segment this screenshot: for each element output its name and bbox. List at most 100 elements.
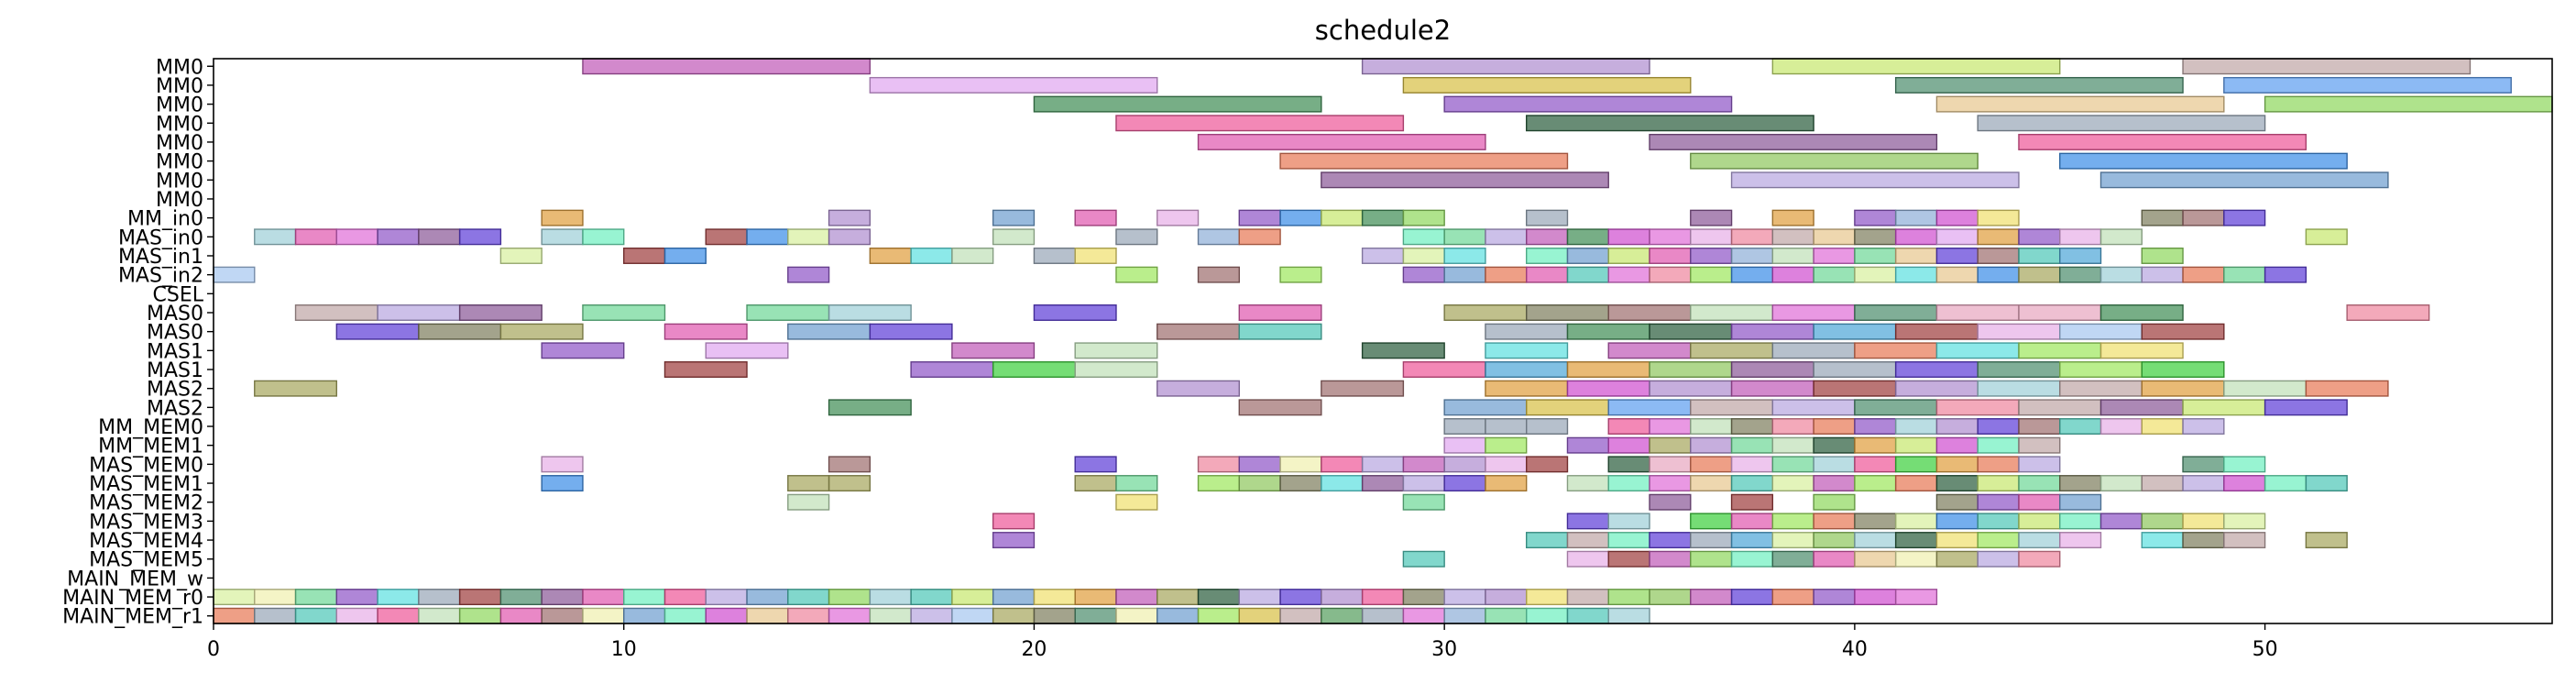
- task-bar: [1854, 399, 1938, 416]
- x-tick-label: 0: [207, 638, 220, 661]
- task-bar: [1977, 532, 2020, 549]
- task-bar: [2018, 418, 2061, 435]
- y-axis: MM0MM0MM0MM0MM0MM0MM0MM0MM_in0MAS_in0MAS…: [62, 56, 214, 629]
- task-bar: [1361, 607, 1405, 624]
- task-bar: [1894, 361, 1979, 378]
- task-bar: [1935, 456, 1979, 473]
- task-bar: [992, 513, 1036, 530]
- task-bar: [746, 304, 830, 321]
- task-bar: [1894, 475, 1938, 492]
- task-bar: [1115, 589, 1158, 606]
- task-bar: [992, 532, 1036, 549]
- task-bar: [1238, 607, 1281, 624]
- task-bar: [2059, 266, 2102, 283]
- task-bar: [1485, 456, 1528, 473]
- task-bar: [294, 607, 338, 624]
- task-bar: [1197, 133, 1486, 150]
- task-bar: [1443, 399, 1528, 416]
- task-bar: [1443, 266, 1486, 283]
- task-bar: [1813, 589, 1856, 606]
- task-bar: [335, 589, 378, 606]
- y-tick-label: MAS_in2: [118, 265, 203, 288]
- task-bar: [787, 475, 830, 492]
- task-bar: [1566, 228, 1609, 246]
- task-bar: [1771, 589, 1814, 606]
- task-bar: [1730, 323, 1814, 340]
- task-bar: [499, 323, 584, 340]
- task-bar: [1854, 304, 1938, 321]
- task-bar: [1033, 304, 1117, 321]
- task-bar: [1894, 550, 1938, 568]
- task-bar: [2141, 418, 2184, 435]
- task-bar: [1607, 550, 1650, 568]
- task-bar: [1361, 209, 1405, 226]
- task-bar: [869, 589, 912, 606]
- task-bar: [1813, 361, 1897, 378]
- task-bar: [499, 607, 543, 624]
- task-bar: [582, 589, 625, 606]
- task-bar: [2018, 399, 2102, 416]
- task-bar: [1402, 589, 1445, 606]
- task-bar: [254, 589, 297, 606]
- task-bar: [1771, 436, 1814, 454]
- task-bar: [1279, 456, 1322, 473]
- task-bar: [1074, 209, 1117, 226]
- task-bar: [1566, 323, 1650, 340]
- bars-layer: [213, 58, 2553, 624]
- task-bar: [1443, 95, 1733, 113]
- task-bar: [663, 361, 748, 378]
- task-bar: [2223, 456, 2266, 473]
- task-bar: [418, 228, 461, 246]
- task-bar: [2059, 475, 2102, 492]
- task-bar: [2099, 228, 2143, 246]
- task-bar: [377, 589, 420, 606]
- task-bar: [541, 607, 584, 624]
- task-bar: [582, 228, 625, 246]
- task-bar: [2182, 399, 2266, 416]
- y-tick-label: MAS_MEM4: [89, 530, 203, 553]
- task-bar: [1854, 513, 1897, 530]
- task-bar: [787, 323, 871, 340]
- task-bar: [1525, 418, 1569, 435]
- task-bar: [1443, 456, 1486, 473]
- task-bar: [1771, 550, 1814, 568]
- task-bar: [1690, 248, 1733, 264]
- task-bar: [1771, 266, 1814, 283]
- task-bar: [1813, 532, 1856, 549]
- task-bar: [1894, 228, 1938, 246]
- task-bar: [377, 304, 461, 321]
- task-bar: [1771, 248, 1814, 264]
- task-bar: [1361, 456, 1405, 473]
- task-bar: [1854, 228, 1897, 246]
- task-bar: [992, 228, 1036, 246]
- task-bar: [1321, 589, 1364, 606]
- task-bar: [1730, 228, 1774, 246]
- task-bar: [1525, 532, 1569, 549]
- task-bar: [1566, 248, 1609, 264]
- task-bar: [2182, 418, 2225, 435]
- task-bar: [2264, 475, 2307, 492]
- task-bar: [1977, 456, 2020, 473]
- task-bar: [1854, 550, 1897, 568]
- task-bar: [1977, 228, 2020, 246]
- task-bar: [213, 607, 256, 624]
- y-tick-label: MAS_MEM2: [89, 492, 203, 515]
- task-bar: [1115, 607, 1158, 624]
- task-bar: [951, 248, 994, 264]
- task-bar: [1238, 456, 1281, 473]
- task-bar: [1402, 550, 1445, 568]
- task-bar: [254, 380, 338, 397]
- y-tick-label: MAS2: [147, 379, 203, 402]
- task-bar: [1730, 493, 1774, 511]
- task-bar: [1525, 304, 1609, 321]
- task-bar: [335, 323, 420, 340]
- task-bar: [787, 266, 830, 283]
- task-bar: [1566, 475, 1609, 492]
- task-bar: [1977, 266, 2020, 283]
- task-bar: [1894, 266, 1938, 283]
- task-bar: [582, 607, 625, 624]
- task-bar: [2223, 475, 2266, 492]
- task-bar: [1771, 342, 1856, 359]
- task-bar: [1238, 323, 1322, 340]
